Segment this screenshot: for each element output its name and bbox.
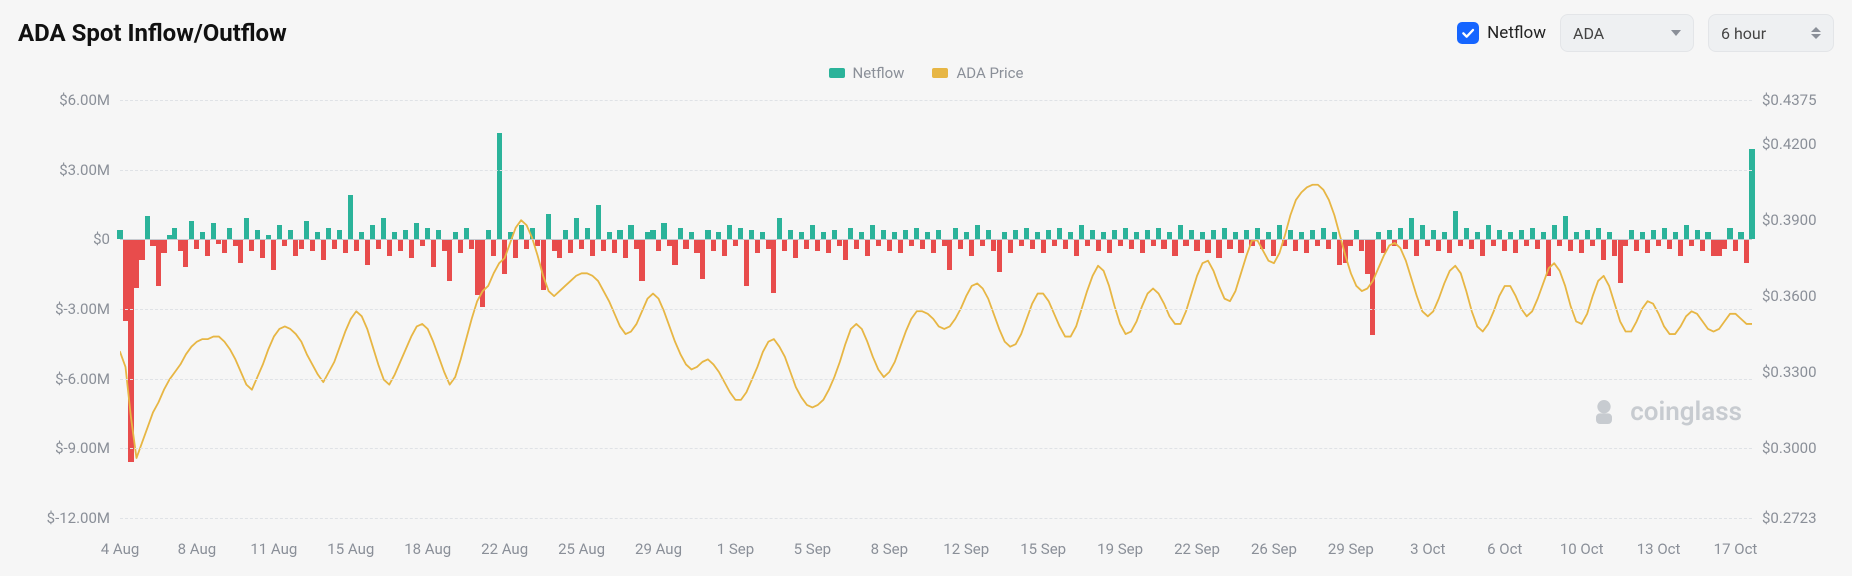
y-axis-right-label: $0.3900 — [1762, 211, 1852, 229]
stepper-icon — [1811, 27, 1821, 39]
x-axis-label: 11 Aug — [250, 540, 297, 558]
x-axis-label: 22 Sep — [1174, 540, 1220, 558]
x-axis-label: 5 Sep — [794, 540, 831, 558]
x-axis-label: 29 Aug — [635, 540, 682, 558]
legend-label-netflow: Netflow — [853, 64, 905, 82]
y-axis-right-label: $0.3600 — [1762, 287, 1852, 305]
x-axis-label: 8 Sep — [871, 540, 908, 558]
y-axis-left-label: $0 — [0, 230, 110, 248]
y-axis-right-label: $0.3300 — [1762, 363, 1852, 381]
x-axis-label: 1 Sep — [717, 540, 754, 558]
y-axis-left-label: $-9.00M — [0, 439, 110, 457]
coin-select[interactable]: ADA — [1560, 14, 1694, 52]
checkbox-checked-icon — [1457, 22, 1479, 44]
x-axis-label: 15 Sep — [1020, 540, 1066, 558]
gridline — [120, 448, 1752, 449]
controls: Netflow ADA 6 hour — [1457, 14, 1834, 52]
timeframe-select[interactable]: 6 hour — [1708, 14, 1834, 52]
x-axis-label: 15 Aug — [327, 540, 374, 558]
y-axis-right-label: $0.4375 — [1762, 91, 1852, 109]
y-axis-right-label: $0.2723 — [1762, 509, 1852, 527]
netflow-checkbox-label: Netflow — [1487, 23, 1546, 43]
gridline — [120, 379, 1752, 380]
x-axis-label: 19 Sep — [1097, 540, 1143, 558]
y-axis-right-label: $0.3000 — [1762, 439, 1852, 457]
x-axis-label: 18 Aug — [404, 540, 451, 558]
gridline — [120, 518, 1752, 519]
y-axis-left-label: $-3.00M — [0, 300, 110, 318]
x-axis-label: 3 Oct — [1410, 540, 1445, 558]
y-axis-left-label: $-12.00M — [0, 509, 110, 527]
timeframe-select-value: 6 hour — [1721, 24, 1766, 43]
gridline — [120, 309, 1752, 310]
x-axis-label: 6 Oct — [1487, 540, 1522, 558]
y-axis-left-label: $3.00M — [0, 161, 110, 179]
x-axis-label: 26 Sep — [1251, 540, 1297, 558]
x-axis-label: 8 Aug — [178, 540, 217, 558]
x-axis-label: 13 Oct — [1637, 540, 1681, 558]
x-axis-label: 22 Aug — [481, 540, 528, 558]
netflow-checkbox[interactable]: Netflow — [1457, 22, 1546, 44]
coin-select-value: ADA — [1573, 24, 1604, 43]
header: ADA Spot Inflow/Outflow Netflow ADA 6 ho… — [0, 0, 1852, 56]
x-axis-label: 29 Sep — [1328, 540, 1374, 558]
gridline — [120, 239, 1752, 240]
price-line — [120, 185, 1752, 458]
y-axis-right-label: $0.4200 — [1762, 135, 1852, 153]
legend-label-price: ADA Price — [956, 64, 1023, 82]
legend: Netflow ADA Price — [0, 64, 1852, 82]
legend-item-netflow[interactable]: Netflow — [829, 64, 905, 82]
legend-swatch-price — [932, 68, 948, 78]
gridline — [120, 170, 1752, 171]
chart-area: coinglass $6.00M$3.00M$0$-3.00M$-6.00M$-… — [0, 100, 1852, 558]
x-axis-label: 12 Sep — [943, 540, 989, 558]
x-axis-label: 4 Aug — [101, 540, 140, 558]
caret-down-icon — [1671, 30, 1681, 36]
x-axis-label: 25 Aug — [558, 540, 605, 558]
x-axis-label: 10 Oct — [1560, 540, 1604, 558]
y-axis-left-label: $6.00M — [0, 91, 110, 109]
legend-swatch-netflow — [829, 68, 845, 78]
x-axis-label: 17 Oct — [1714, 540, 1758, 558]
y-axis-left-label: $-6.00M — [0, 370, 110, 388]
legend-item-price[interactable]: ADA Price — [932, 64, 1023, 82]
page-title: ADA Spot Inflow/Outflow — [18, 19, 287, 47]
gridline — [120, 100, 1752, 101]
chart-container: ADA Spot Inflow/Outflow Netflow ADA 6 ho… — [0, 0, 1852, 576]
